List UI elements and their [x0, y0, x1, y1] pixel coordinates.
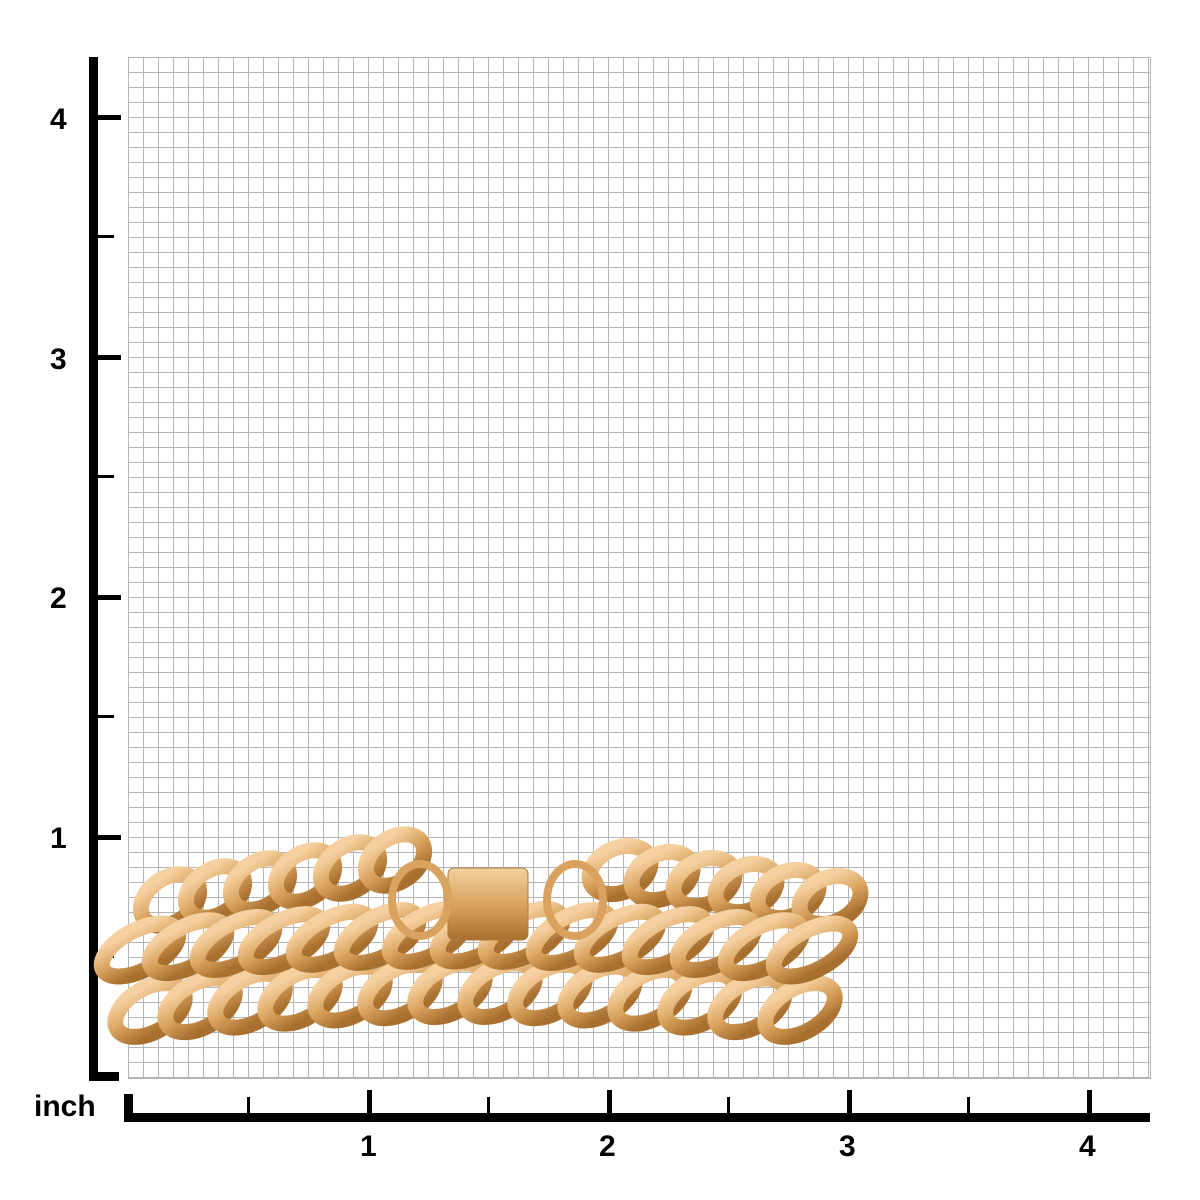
x-tick [607, 1090, 612, 1115]
x-tick [367, 1090, 372, 1115]
chain-link [357, 826, 433, 894]
unit-label: inch [34, 1090, 96, 1123]
x-tick-label: 1 [360, 1130, 377, 1163]
chain-link [765, 915, 859, 985]
y-tick [96, 715, 114, 718]
clasp-ring [388, 860, 452, 940]
y-tick [96, 475, 114, 478]
x-tick [727, 1097, 730, 1115]
y-tick-label: 1 [50, 822, 67, 855]
horizontal-ruler [124, 1113, 1150, 1122]
x-tick [847, 1090, 852, 1115]
vertical-ruler-foot [89, 1072, 119, 1081]
y-tick [96, 835, 121, 840]
y-tick-label: 3 [50, 343, 67, 376]
x-tick-label: 2 [599, 1130, 616, 1163]
x-tick [487, 1097, 490, 1115]
clasp-ring [543, 860, 607, 940]
horizontal-ruler-foot [124, 1094, 133, 1122]
y-tick [96, 595, 121, 600]
vertical-ruler [89, 57, 98, 1081]
x-tick-label: 3 [839, 1130, 856, 1163]
y-tick [96, 355, 121, 360]
x-tick [967, 1097, 970, 1115]
y-tick-label: 2 [50, 582, 67, 615]
x-tick-label: 4 [1079, 1130, 1096, 1163]
y-tick [96, 235, 114, 238]
y-tick-label: 4 [50, 103, 67, 136]
chain-link [757, 975, 843, 1045]
y-tick [96, 115, 121, 120]
clasp [447, 867, 529, 941]
x-tick [1087, 1090, 1092, 1115]
x-tick [247, 1097, 250, 1115]
